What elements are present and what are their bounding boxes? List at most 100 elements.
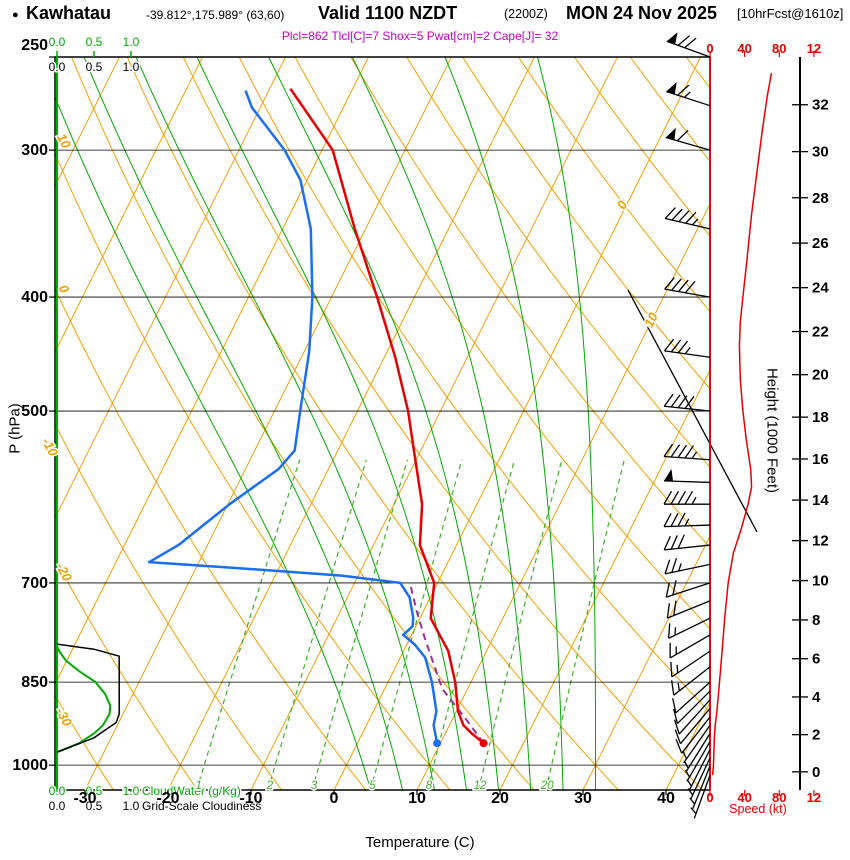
height-tick-label: 24 bbox=[812, 280, 829, 297]
skewt-fold-line bbox=[627, 289, 758, 533]
temperature-tick-label: 30 bbox=[574, 790, 592, 807]
cloudiness bbox=[56, 643, 120, 753]
cloudwater-scale-bottom: 1.0 bbox=[123, 784, 140, 798]
forecast-hour: [10hrFcst@1610z] bbox=[737, 6, 844, 21]
speed-tick-label: 80 bbox=[772, 41, 786, 56]
speed-profile bbox=[711, 72, 773, 776]
mixing-ratio-label: 12 bbox=[474, 780, 487, 792]
station-name: Kawhatau bbox=[26, 3, 112, 23]
height-tick-label: 32 bbox=[812, 97, 829, 114]
cloud-axis bbox=[56, 51, 132, 796]
mixing-ratio-label: 3 bbox=[311, 780, 318, 792]
temperature-axis-title: Temperature (C) bbox=[365, 834, 475, 851]
height-tick-label: 6 bbox=[812, 651, 820, 668]
sounding-indices: Plcl=862 Tlcl[C]=7 Shox=5 Pwat[cm]=2 Cap… bbox=[281, 29, 559, 43]
pressure-tick-label: 300 bbox=[21, 142, 48, 159]
pressure-gridlines bbox=[55, 149, 710, 766]
speed-tick-label: 12 bbox=[807, 41, 821, 56]
pressure-tick-label: 1000 bbox=[12, 757, 48, 774]
cloudiness-scale-bottom: 0.0 bbox=[49, 799, 66, 813]
temperature bbox=[289, 87, 485, 745]
cloudiness-scale-bottom: 1.0 bbox=[123, 799, 140, 813]
isotherm-lines bbox=[55, 57, 710, 790]
cloudiness-legend: Grid-Scale Cloudiness bbox=[142, 799, 261, 813]
utc-time: (2200Z) bbox=[504, 7, 548, 21]
cloudiness-scale-top: 1.0 bbox=[123, 60, 140, 74]
height-axis-title: Height (1000 Feet) bbox=[763, 367, 781, 494]
dry-adiabat-lines bbox=[55, 57, 710, 790]
dewpoint bbox=[147, 90, 439, 744]
cloud-scale-labels: 0.00.00.00.00.50.50.50.51.01.01.01.0Clou… bbox=[47, 34, 263, 815]
cloudwater-scale-bottom: 0.5 bbox=[86, 784, 103, 798]
speed-tick-label: 0 bbox=[706, 41, 713, 56]
pressure-tick-label: 700 bbox=[21, 575, 48, 592]
temperature-tick-label: 20 bbox=[491, 790, 509, 807]
dewpoint-curve bbox=[147, 90, 439, 744]
cloudiness-scale-top: 0.0 bbox=[49, 60, 66, 74]
valid-date: MON 24 Nov 2025 bbox=[566, 3, 718, 23]
height-tick-label: 22 bbox=[812, 324, 829, 341]
pressure-axis-title: P (hPa) bbox=[6, 403, 24, 454]
surface-dewpoint-dot bbox=[433, 739, 442, 748]
height-tick-label: 8 bbox=[812, 612, 820, 629]
height-tick-label: 28 bbox=[812, 190, 829, 207]
pressure-tick-label: 500 bbox=[21, 403, 48, 420]
temperature-tick-label: 40 bbox=[657, 790, 675, 807]
height-tick-label: 16 bbox=[812, 451, 829, 468]
speed-axis-title: Speed (kt) bbox=[729, 802, 787, 816]
mixing-ratio-label: 2 bbox=[266, 780, 274, 792]
cloud-water bbox=[56, 645, 112, 754]
cloudiness-curve bbox=[56, 643, 120, 753]
temperature-tick-label: -20 bbox=[156, 790, 179, 807]
cloudwater-legend: CloudWater (g/Kg) bbox=[142, 784, 241, 798]
moist-adiabat-lines bbox=[55, 57, 596, 790]
mixing-ratio-label: 5 bbox=[369, 780, 376, 792]
speed-tick-label: 0 bbox=[706, 790, 713, 805]
station-coordinates: -39.812°,175.989° (63,60) bbox=[146, 8, 285, 22]
height-tick-label: 0 bbox=[812, 764, 820, 781]
surface-temperature-dot bbox=[479, 739, 488, 748]
height-tick-label: 12 bbox=[812, 533, 829, 550]
mixing-ratio-label: 8 bbox=[426, 780, 433, 792]
cloud-water-curve bbox=[56, 645, 112, 754]
pressure-tick-label: 250 bbox=[21, 37, 48, 54]
speed-tick-label: 40 bbox=[737, 790, 751, 805]
cloudwater-scale-top: 0.0 bbox=[49, 35, 66, 49]
cloudiness-scale-top: 0.5 bbox=[86, 60, 103, 74]
height-tick-label: 18 bbox=[812, 409, 829, 426]
height-tick-label: 26 bbox=[812, 235, 829, 252]
parcel-curve bbox=[409, 586, 485, 744]
temperature-tick-label: -30 bbox=[73, 790, 96, 807]
plot-border bbox=[54, 56, 711, 791]
temperature-tick-label: 0 bbox=[330, 790, 339, 807]
dry-adiabat-label: -10 bbox=[39, 435, 61, 459]
speed-tick-label: 12 bbox=[807, 790, 821, 805]
height-tick-label: 4 bbox=[812, 689, 821, 706]
mixing-ratio-lines bbox=[196, 459, 625, 790]
pressure-tick-labels: 250 300 400 500 700 850 1000 bbox=[12, 37, 55, 774]
mixing-ratio-label: 1 bbox=[196, 780, 202, 792]
temperature-curve bbox=[289, 87, 485, 745]
speed-tick-label: 40 bbox=[737, 41, 751, 56]
height-tick-label: 30 bbox=[812, 144, 829, 161]
temperature-tick-labels: -30 -20 -10 0 10 20 30 40 bbox=[73, 790, 675, 807]
wind-barbs bbox=[663, 32, 711, 819]
speed-tick-label: 80 bbox=[772, 790, 786, 805]
cloudwater-scale-top: 0.5 bbox=[86, 35, 103, 49]
temperature-tick-label: 10 bbox=[408, 790, 426, 807]
height-tick-label: 14 bbox=[812, 492, 829, 509]
speed-curve bbox=[711, 72, 773, 776]
height-tick-label: 20 bbox=[812, 367, 829, 384]
cloudiness-scale-bottom: 0.5 bbox=[86, 799, 103, 813]
parcel bbox=[409, 586, 485, 744]
dry-adiabat-label: 0 bbox=[56, 282, 73, 296]
temperature-tick-label: -10 bbox=[239, 790, 262, 807]
pressure-tick-label: 400 bbox=[21, 289, 48, 306]
height-tick-label: 2 bbox=[812, 727, 820, 744]
valid-time: Valid 1100 NZDT bbox=[318, 3, 458, 23]
mixing-ratio-label: 20 bbox=[540, 780, 554, 792]
